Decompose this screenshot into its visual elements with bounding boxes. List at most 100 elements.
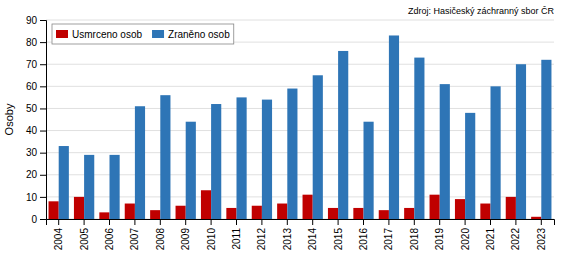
x-axis-line	[47, 220, 555, 226]
x-tick: 2015	[333, 219, 344, 250]
x-tick-mark	[541, 219, 542, 225]
x-tick: 2020	[460, 219, 471, 250]
x-tick-mark	[287, 219, 288, 225]
y-axis-title: Osoby	[3, 103, 15, 135]
x-tick-label: 2021	[485, 228, 496, 251]
grid-line	[46, 130, 554, 131]
bar	[237, 97, 247, 219]
bar	[277, 204, 287, 219]
x-tick-label: 2014	[307, 228, 318, 251]
y-tick: 50	[26, 103, 46, 114]
x-tick-label: 2018	[409, 228, 420, 251]
y-tick-mark	[40, 86, 46, 87]
legend-label: Zraněno osob	[168, 29, 230, 40]
y-tick: 80	[26, 37, 46, 48]
y-tick-label: 50	[26, 103, 38, 114]
annotation: Zdroj: Hasičeský záchranný sbor ČR	[408, 6, 555, 16]
grid	[46, 20, 554, 219]
bar	[516, 64, 526, 219]
chart-container: 0102030405060708090200420052006200720082…	[0, 0, 566, 259]
x-tick-label: 2020	[460, 228, 471, 251]
x-tick-label: 2005	[79, 228, 90, 251]
y-tick-mark	[40, 175, 46, 176]
bar	[455, 199, 465, 219]
bar	[389, 35, 399, 219]
bar	[176, 206, 186, 219]
bar	[338, 51, 348, 219]
x-tick: 2007	[129, 219, 140, 250]
x-tick-label: 2011	[231, 228, 242, 250]
y-tick: 0	[31, 214, 46, 225]
bar	[160, 95, 170, 219]
bar	[84, 155, 94, 219]
x-tick: 2008	[155, 219, 166, 250]
bar	[252, 206, 262, 219]
bars	[49, 35, 552, 219]
bar	[414, 58, 424, 219]
grid-line	[46, 86, 554, 87]
x-tick-mark	[515, 219, 516, 225]
legend-frame	[52, 24, 234, 44]
x-tick-label: 2007	[129, 228, 140, 251]
x-tick: 2004	[53, 219, 64, 250]
y-tick-label: 90	[26, 15, 38, 26]
y-tick-mark	[40, 108, 46, 109]
x-tick-mark	[160, 219, 161, 225]
x-tick: 2006	[104, 219, 115, 250]
x-tick-label: 2013	[282, 228, 293, 251]
x-tick-mark	[134, 219, 135, 225]
x-tick-label: 2016	[358, 228, 369, 251]
x-tick-label: 2012	[256, 228, 267, 251]
x-tick-mark	[58, 219, 59, 225]
y-tick-label: 0	[31, 214, 37, 225]
x-tick-mark	[109, 219, 110, 225]
x-tick-mark	[363, 219, 364, 225]
bar-series	[59, 35, 552, 219]
x-tick-label: 2022	[510, 228, 521, 251]
x-tick-mark	[439, 219, 440, 225]
bar	[110, 155, 120, 219]
y-tick-mark	[40, 42, 46, 43]
y-tick-label: 40	[26, 125, 38, 136]
legend: Usmrceno osobZraněno osob	[52, 24, 234, 44]
chart-svg: 0102030405060708090200420052006200720082…	[0, 0, 566, 259]
bar	[59, 146, 69, 219]
bar	[211, 104, 221, 219]
y-tick: 60	[26, 81, 46, 92]
bar	[430, 195, 440, 219]
x-tick-mark	[261, 219, 262, 225]
y-tick-mark	[40, 64, 46, 65]
x-tick-label: 2019	[434, 228, 445, 251]
x-tick: 2009	[180, 219, 191, 250]
bar	[353, 208, 363, 219]
grid-line	[46, 64, 554, 65]
y-axis-line	[40, 21, 47, 220]
bar	[99, 212, 109, 219]
legend-swatch	[56, 30, 68, 38]
x-axis: 2004 2005 2006 2007 2008 2009 2010 2011 2012 2013…	[47, 219, 555, 250]
x-tick: 2019	[434, 219, 445, 250]
plot-area: 0102030405060708090200420052006200720082…	[26, 15, 555, 251]
x-tick-label: 2010	[206, 228, 217, 251]
grid-line	[46, 108, 554, 109]
bar	[186, 122, 196, 219]
x-tick-mark	[312, 219, 313, 225]
x-tick-label: 2008	[155, 228, 166, 251]
x-tick-mark	[84, 219, 85, 225]
bar	[135, 106, 145, 219]
x-tick-mark	[236, 219, 237, 225]
grid-line	[46, 174, 554, 175]
x-tick-label: 2006	[104, 228, 115, 251]
x-tick-label: 2009	[180, 228, 191, 251]
x-tick: 2022	[510, 219, 521, 250]
y-tick-label: 60	[26, 81, 38, 92]
y-tick-label: 10	[26, 192, 38, 203]
x-tick-mark	[338, 219, 339, 225]
y-tick-label: 80	[26, 37, 38, 48]
bar	[226, 208, 236, 219]
x-tick-label: 2023	[536, 228, 547, 251]
bar	[150, 210, 160, 219]
bar	[49, 201, 59, 219]
y-tick: 70	[26, 59, 46, 70]
y-tick: 10	[26, 192, 46, 203]
